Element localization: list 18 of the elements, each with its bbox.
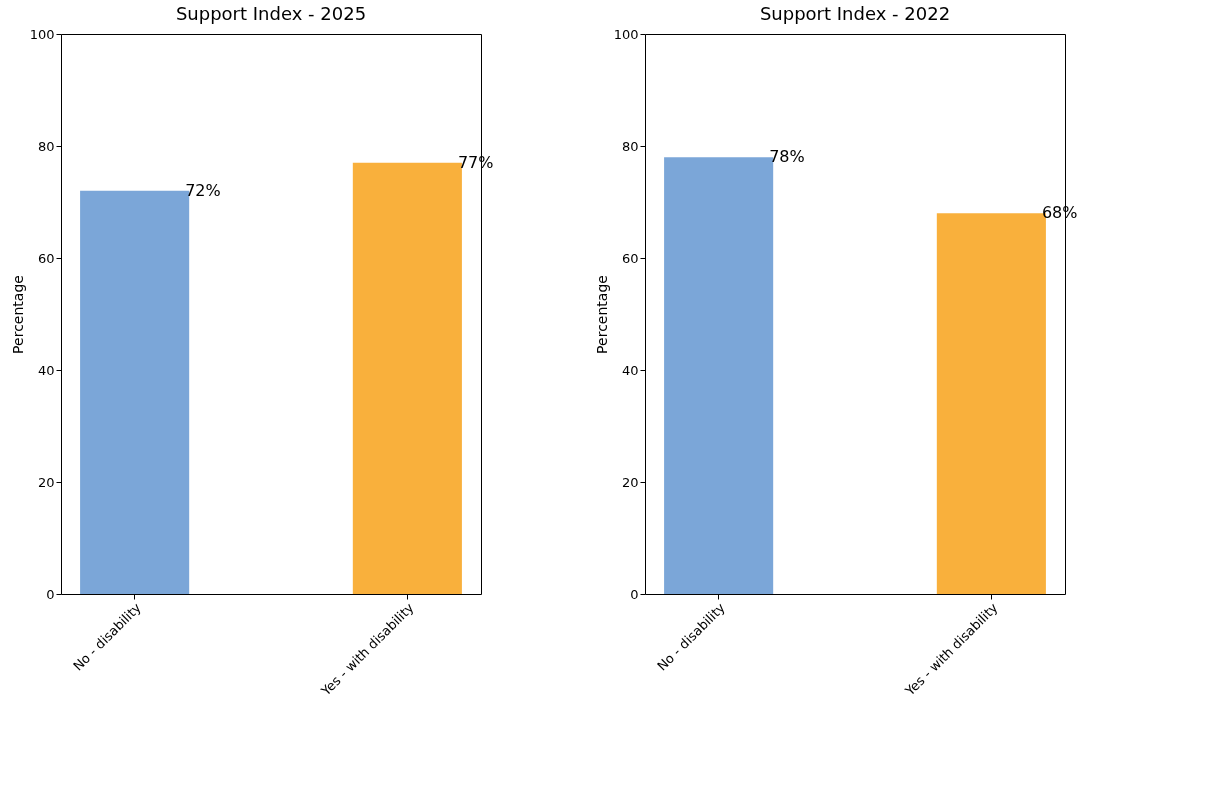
y-tick-label: 0 [630, 586, 639, 602]
y-tick-label: 40 [621, 362, 639, 378]
data-label: 72% [185, 180, 221, 200]
data-label: 78% [769, 147, 805, 167]
chart-title: Support Index - 2022 [759, 3, 951, 24]
y-tick-label: 100 [613, 26, 639, 42]
y-tick-label: 20 [621, 474, 639, 490]
y-tick-label: 60 [621, 250, 639, 266]
y-axis-title: Percentage [9, 275, 26, 354]
y-tick-label: 60 [37, 250, 55, 266]
y-tick-label: 0 [46, 586, 55, 602]
y-tick-label: 80 [621, 138, 639, 154]
y-tick-label: 20 [37, 474, 55, 490]
y-tick-label: 100 [29, 26, 55, 42]
chart-title: Support Index - 2025 [175, 3, 367, 24]
y-axis-title: Percentage [593, 275, 610, 354]
y-tick-label: 40 [37, 362, 55, 378]
y-tick-label: 80 [37, 138, 55, 154]
